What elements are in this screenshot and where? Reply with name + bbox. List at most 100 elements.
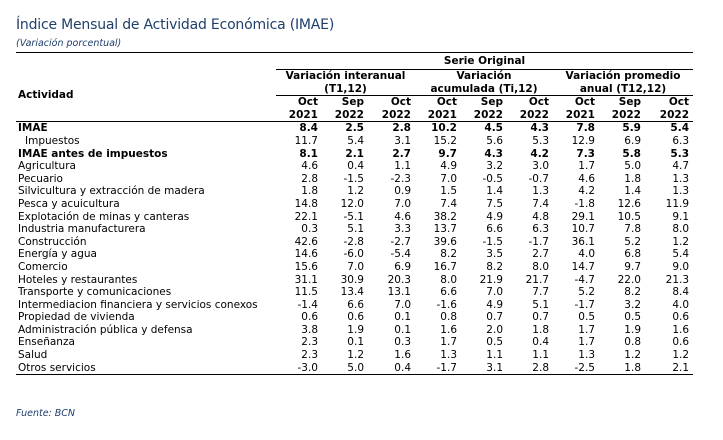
period-year: 2021 [427,108,457,121]
table-row: Otros servicios -3.0 5.0 0.4 -1.7 3.1 2.8 -2.5 1… [16,361,694,376]
group-promedio-line2: anual (T12,12) [579,82,667,95]
row-label: Enseñanza [18,336,75,349]
period-month: Oct [390,96,411,109]
row-label: Pecuario [18,172,63,185]
period-year: 2022 [334,108,364,121]
value-cell: 6.6 [486,223,503,236]
value-cell: 1.8 [532,323,549,336]
value-cell: 2.7 [532,248,549,261]
table-row: Agricultura 4.6 0.4 1.1 4.9 3.2 3.0 1.7 5.0 4.7 [16,160,693,173]
table-row: Energía y agua 14.6 -6.0 -5.4 8.2 3.5 2.7 4.0 6.… [16,248,693,261]
value-cell: -3.0 [276,361,322,376]
value-cell: 0.4 [532,336,549,349]
table-row: Intermediacion financiera y servicios co… [16,299,693,312]
value-cell: 5.0 [624,160,641,173]
value-cell: 5.0 [322,361,368,376]
group-interanual-header: Variación interanual (T1,12) [276,69,415,97]
period-year: 2022 [519,108,549,121]
row-label: Agricultura [18,160,76,173]
value-cell: 5.1 [532,298,549,311]
value-cell: 0.8 [624,336,641,349]
value-cell: 1.2 [347,185,364,198]
value-cell: 1.3 [578,349,595,362]
value-cell: 3.3 [394,223,411,236]
value-cell: 3.8 [301,323,318,336]
period-month: Oct [668,96,690,109]
period-header-cell: Oct 2022 [368,95,415,123]
table-row: Explotación de minas y canteras 22.1 -5.1 4… [16,211,693,224]
value-cell: 5.8 [622,147,641,160]
value-cell: 8.0 [672,223,690,236]
value-cell: 6.3 [532,223,549,236]
value-cell: 30.9 [340,273,364,286]
value-cell: 5.2 [578,286,595,299]
value-cell: 0.4 [368,361,415,376]
value-cell: -2.5 [553,361,599,376]
value-cell: 1.1 [532,349,549,362]
value-cell: 3.5 [486,248,503,261]
value-cell: 4.5 [484,122,503,135]
value-cell: 13.1 [387,286,411,299]
value-cell: 5.9 [622,122,641,135]
value-cell: 4.0 [672,298,690,311]
value-cell: 7.0 [486,286,503,299]
value-cell: 6.6 [347,298,364,311]
row-label: Intermediacion financiera y servicios co… [18,298,258,311]
value-cell: 7.0 [394,298,411,311]
value-cell: 1.3 [532,185,549,198]
value-cell: 8.2 [440,248,457,261]
value-cell: -5.4 [390,248,412,261]
value-cell: 14.6 [294,248,318,261]
value-cell: 1.8 [624,172,641,185]
value-cell: 9.7 [624,260,641,273]
value-cell: -6.0 [343,248,365,261]
value-cell: 4.9 [486,210,503,223]
period-month: Sep [618,96,641,109]
value-cell: 0.9 [394,185,411,198]
value-cell: 11.9 [665,197,690,210]
value-cell: 4.2 [578,185,595,198]
period-year: 2022 [473,108,503,121]
value-cell: 0.6 [672,311,690,324]
value-cell: 1.3 [672,172,690,185]
value-cell: 22.1 [294,210,318,223]
value-cell: 1.2 [672,235,690,248]
row-label: Transporte y comunicaciones [18,286,172,299]
row-label: Energía y agua [18,248,97,261]
period-header-cell: Oct 2021 [415,95,461,123]
value-cell: 2.0 [486,323,503,336]
value-cell: 1.6 [672,323,690,336]
header-blank-cell [16,52,276,70]
value-cell: 0.1 [394,323,411,336]
value-cell: 3.1 [394,134,411,147]
period-header-row: Oct 2021 Sep 2022 Oct 2022 Oct 2021 Sep 2022 Oct 20… [16,95,694,123]
value-cell: 14.8 [294,197,318,210]
value-cell: 9.7 [438,147,457,160]
value-cell: 5.2 [624,235,641,248]
value-cell: 15.6 [294,260,318,273]
value-cell: 0.5 [578,311,595,324]
table-row: Silvicultura y extracción de madera 1.8 1.… [16,185,693,198]
period-year: 2021 [565,108,595,121]
group-acumulada-line1: Variación [456,70,512,82]
value-cell: 8.2 [486,260,503,273]
value-cell: 39.6 [433,235,457,248]
value-cell: 0.3 [394,336,411,349]
value-cell: 8.4 [672,286,690,299]
value-cell: 9.0 [672,260,690,273]
value-cell: 0.6 [347,311,364,324]
value-cell: -0.5 [482,172,504,185]
value-cell: 1.7 [440,336,457,349]
imae-table: Serie Original Actividad Variación inter… [16,52,694,376]
row-label: Pesca y acuicultura [18,197,120,210]
value-cell: 10.5 [617,210,641,223]
value-cell: 1.8 [599,361,645,376]
value-cell: 3.2 [486,160,503,173]
actividad-header: Actividad [16,69,276,123]
period-header-cell: Oct 2022 [645,95,694,123]
period-year: 2022 [381,108,411,121]
value-cell: 6.3 [672,134,690,147]
value-cell: 5.4 [670,122,690,135]
value-cell: 1.7 [578,336,595,349]
table-row: Comercio 15.6 7.0 6.9 16.7 8.2 8.0 14.7 9.7 9.0 [16,261,693,274]
